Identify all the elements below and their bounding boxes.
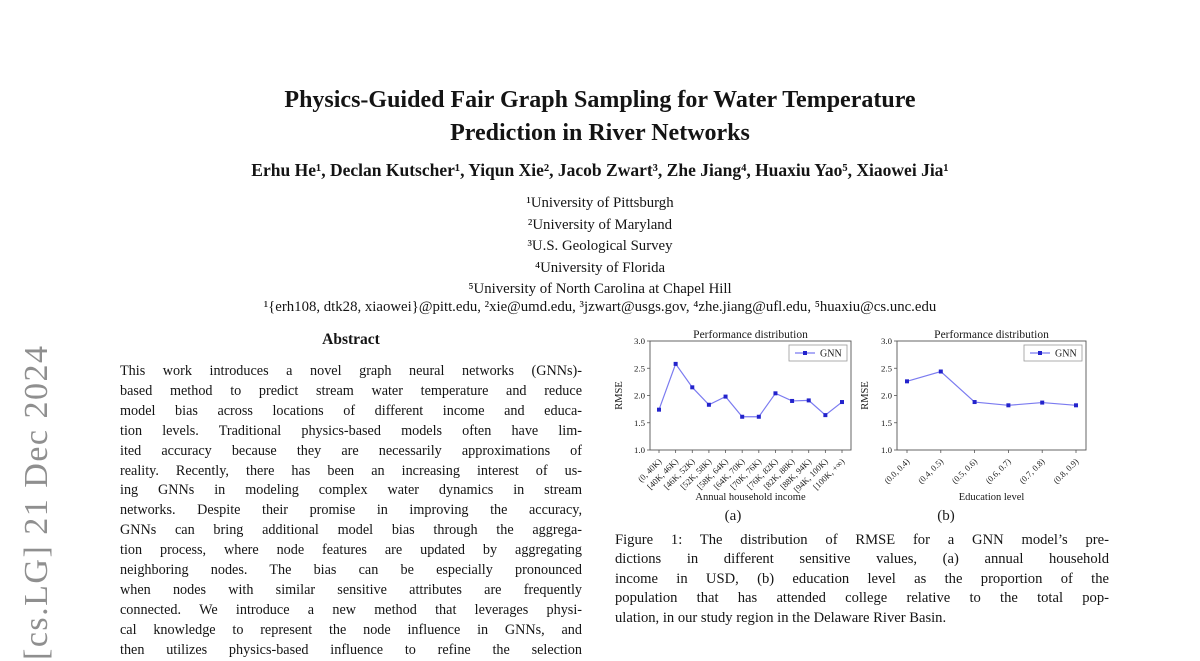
affiliation-item: ⁵University of North Carolina at Chapel … bbox=[468, 281, 732, 297]
data-marker bbox=[1074, 403, 1078, 408]
data-marker bbox=[840, 400, 844, 405]
legend-marker-sample bbox=[803, 351, 807, 355]
abstract-line: ited accuracy because they are necessari… bbox=[120, 442, 582, 459]
subfigure-label: (a) bbox=[725, 508, 742, 524]
data-line bbox=[906, 370, 1077, 406]
y-tick-label: 3.0 bbox=[881, 336, 893, 346]
rmse-education-chart: Performance distribution RMSE 1.0 1.5 2.0 2.5… bbox=[860, 329, 1087, 524]
data-marker bbox=[905, 379, 909, 384]
abstract-line: tion levels. Traditional physics-based m… bbox=[120, 422, 582, 439]
abstract-line: based method to predict stream water tem… bbox=[120, 382, 582, 399]
chart-title: Performance distribution bbox=[693, 329, 808, 341]
y-tick-label: 1.5 bbox=[634, 418, 646, 428]
y-tick-label: 2.5 bbox=[881, 363, 893, 373]
y-tick-label: 2.5 bbox=[634, 363, 646, 373]
y-axis-label: RMSE bbox=[860, 381, 871, 410]
data-marker bbox=[1040, 400, 1045, 405]
caption-line: Figure 1: The distribution of RMSE for a… bbox=[615, 532, 1109, 548]
y-tick-label: 2.0 bbox=[881, 391, 893, 401]
legend-marker-sample bbox=[1038, 351, 1042, 355]
abstract-line: GNNs can bring additional model bias thr… bbox=[120, 522, 582, 539]
affiliation-item: ⁴University of Florida bbox=[534, 259, 666, 276]
abstract-line: This work introduces a novel graph neura… bbox=[120, 363, 582, 379]
data-marker bbox=[706, 402, 711, 407]
data-line bbox=[658, 362, 843, 418]
y-tick-label: 2.0 bbox=[634, 391, 646, 401]
affiliation-item: ²University of Maryland bbox=[527, 216, 673, 233]
data-marker bbox=[723, 394, 728, 399]
legend-label: GNN bbox=[820, 349, 842, 360]
x-axis-label: Annual household income bbox=[695, 492, 806, 503]
x-tick-label: (0.5, 0.6) bbox=[950, 456, 979, 485]
x-tick-label: (0.7, 0.8) bbox=[1017, 456, 1046, 485]
caption-line: income in USD, (b) education level as th… bbox=[615, 570, 1109, 587]
y-tick-label: 3.0 bbox=[634, 336, 646, 346]
abstract-line: when nodes with similar sensitive attrib… bbox=[120, 581, 582, 598]
data-marker bbox=[690, 385, 695, 390]
abstract-heading: Abstract bbox=[322, 331, 380, 348]
abstract-line: cal knowledge to represent the node infl… bbox=[120, 621, 582, 638]
data-marker bbox=[823, 413, 828, 418]
data-marker bbox=[657, 407, 661, 412]
caption-line: dictions in different sensitive values, … bbox=[615, 551, 1109, 568]
y-axis-label: RMSE bbox=[614, 381, 625, 410]
rmse-income-chart: Performance distribution RMSE 1.0 1.5 2.0 2.5… bbox=[614, 329, 852, 524]
x-tick-label: (0.6, 0.7) bbox=[983, 456, 1012, 485]
data-marker bbox=[773, 391, 778, 396]
abstract-section: Abstract This work introduces a novel gr… bbox=[120, 330, 582, 661]
x-tick-label: (0.8, 0.9) bbox=[1051, 456, 1080, 485]
paper-title: Physics-Guided Fair Graph Sampling for W… bbox=[0, 84, 1200, 150]
legend-box bbox=[788, 344, 848, 362]
abstract-line: then utilizes physics-based influence to… bbox=[120, 641, 582, 658]
figure-caption: Figure 1: The distribution of RMSE for a… bbox=[615, 531, 1109, 628]
data-marker bbox=[673, 361, 678, 366]
data-marker bbox=[790, 398, 795, 403]
y-tick-label: 1.0 bbox=[634, 445, 646, 455]
abstract-line: reality. Recently, there has been an inc… bbox=[120, 462, 582, 479]
abstract-line: networks. Despite their promise in impro… bbox=[120, 502, 582, 519]
paper-title-line2: Prediction in River Networks bbox=[450, 120, 750, 146]
affiliation-item: ¹University of Pittsburgh bbox=[526, 195, 674, 211]
abstract-line: model bias across locations of different… bbox=[120, 402, 582, 419]
y-tick-label: 1.0 bbox=[881, 445, 893, 455]
legend-box bbox=[1023, 344, 1083, 362]
x-tick-label: (0.4, 0.5) bbox=[916, 456, 945, 485]
data-marker bbox=[1006, 403, 1011, 408]
data-marker bbox=[938, 369, 943, 374]
data-marker bbox=[806, 398, 811, 403]
y-tick-label: 1.5 bbox=[881, 418, 893, 428]
data-marker bbox=[756, 414, 761, 419]
affiliations-block: ¹University of Pittsburgh ²University of… bbox=[0, 193, 1200, 301]
arxiv-watermark: [cs.LG] 21 Dec 2024 bbox=[18, 344, 55, 660]
data-marker bbox=[740, 414, 745, 419]
abstract-line: tion process, where node features are up… bbox=[120, 542, 582, 559]
abstract-line: connected. We introduce a new method tha… bbox=[120, 601, 582, 618]
data-marker bbox=[972, 400, 977, 405]
subfigure-label: (b) bbox=[937, 508, 955, 524]
chart-title: Performance distribution bbox=[934, 329, 1049, 341]
abstract-line: ing GNNs in modeling complex water dynam… bbox=[120, 482, 582, 499]
caption-line: ulation, in our study region in the Dela… bbox=[615, 609, 947, 626]
paper-title-line1: Physics-Guided Fair Graph Sampling for W… bbox=[284, 87, 916, 113]
abstract-line: neighboring nodes. The bias can be espec… bbox=[120, 562, 582, 579]
x-axis-label: Education level bbox=[959, 492, 1025, 503]
emails-line: ¹{erh108, dtk28, xiaowei}@pitt.edu, ²xie… bbox=[263, 299, 937, 315]
x-tick-label: (0.0, 0.4) bbox=[882, 456, 911, 485]
affiliation-item: ³U.S. Geological Survey bbox=[527, 238, 673, 254]
legend-label: GNN bbox=[1055, 349, 1077, 360]
caption-line: population that has attended college rel… bbox=[615, 590, 1109, 607]
authors-line: Erhu He¹, Declan Kutscher¹, Yiqun Xie², … bbox=[251, 160, 949, 180]
